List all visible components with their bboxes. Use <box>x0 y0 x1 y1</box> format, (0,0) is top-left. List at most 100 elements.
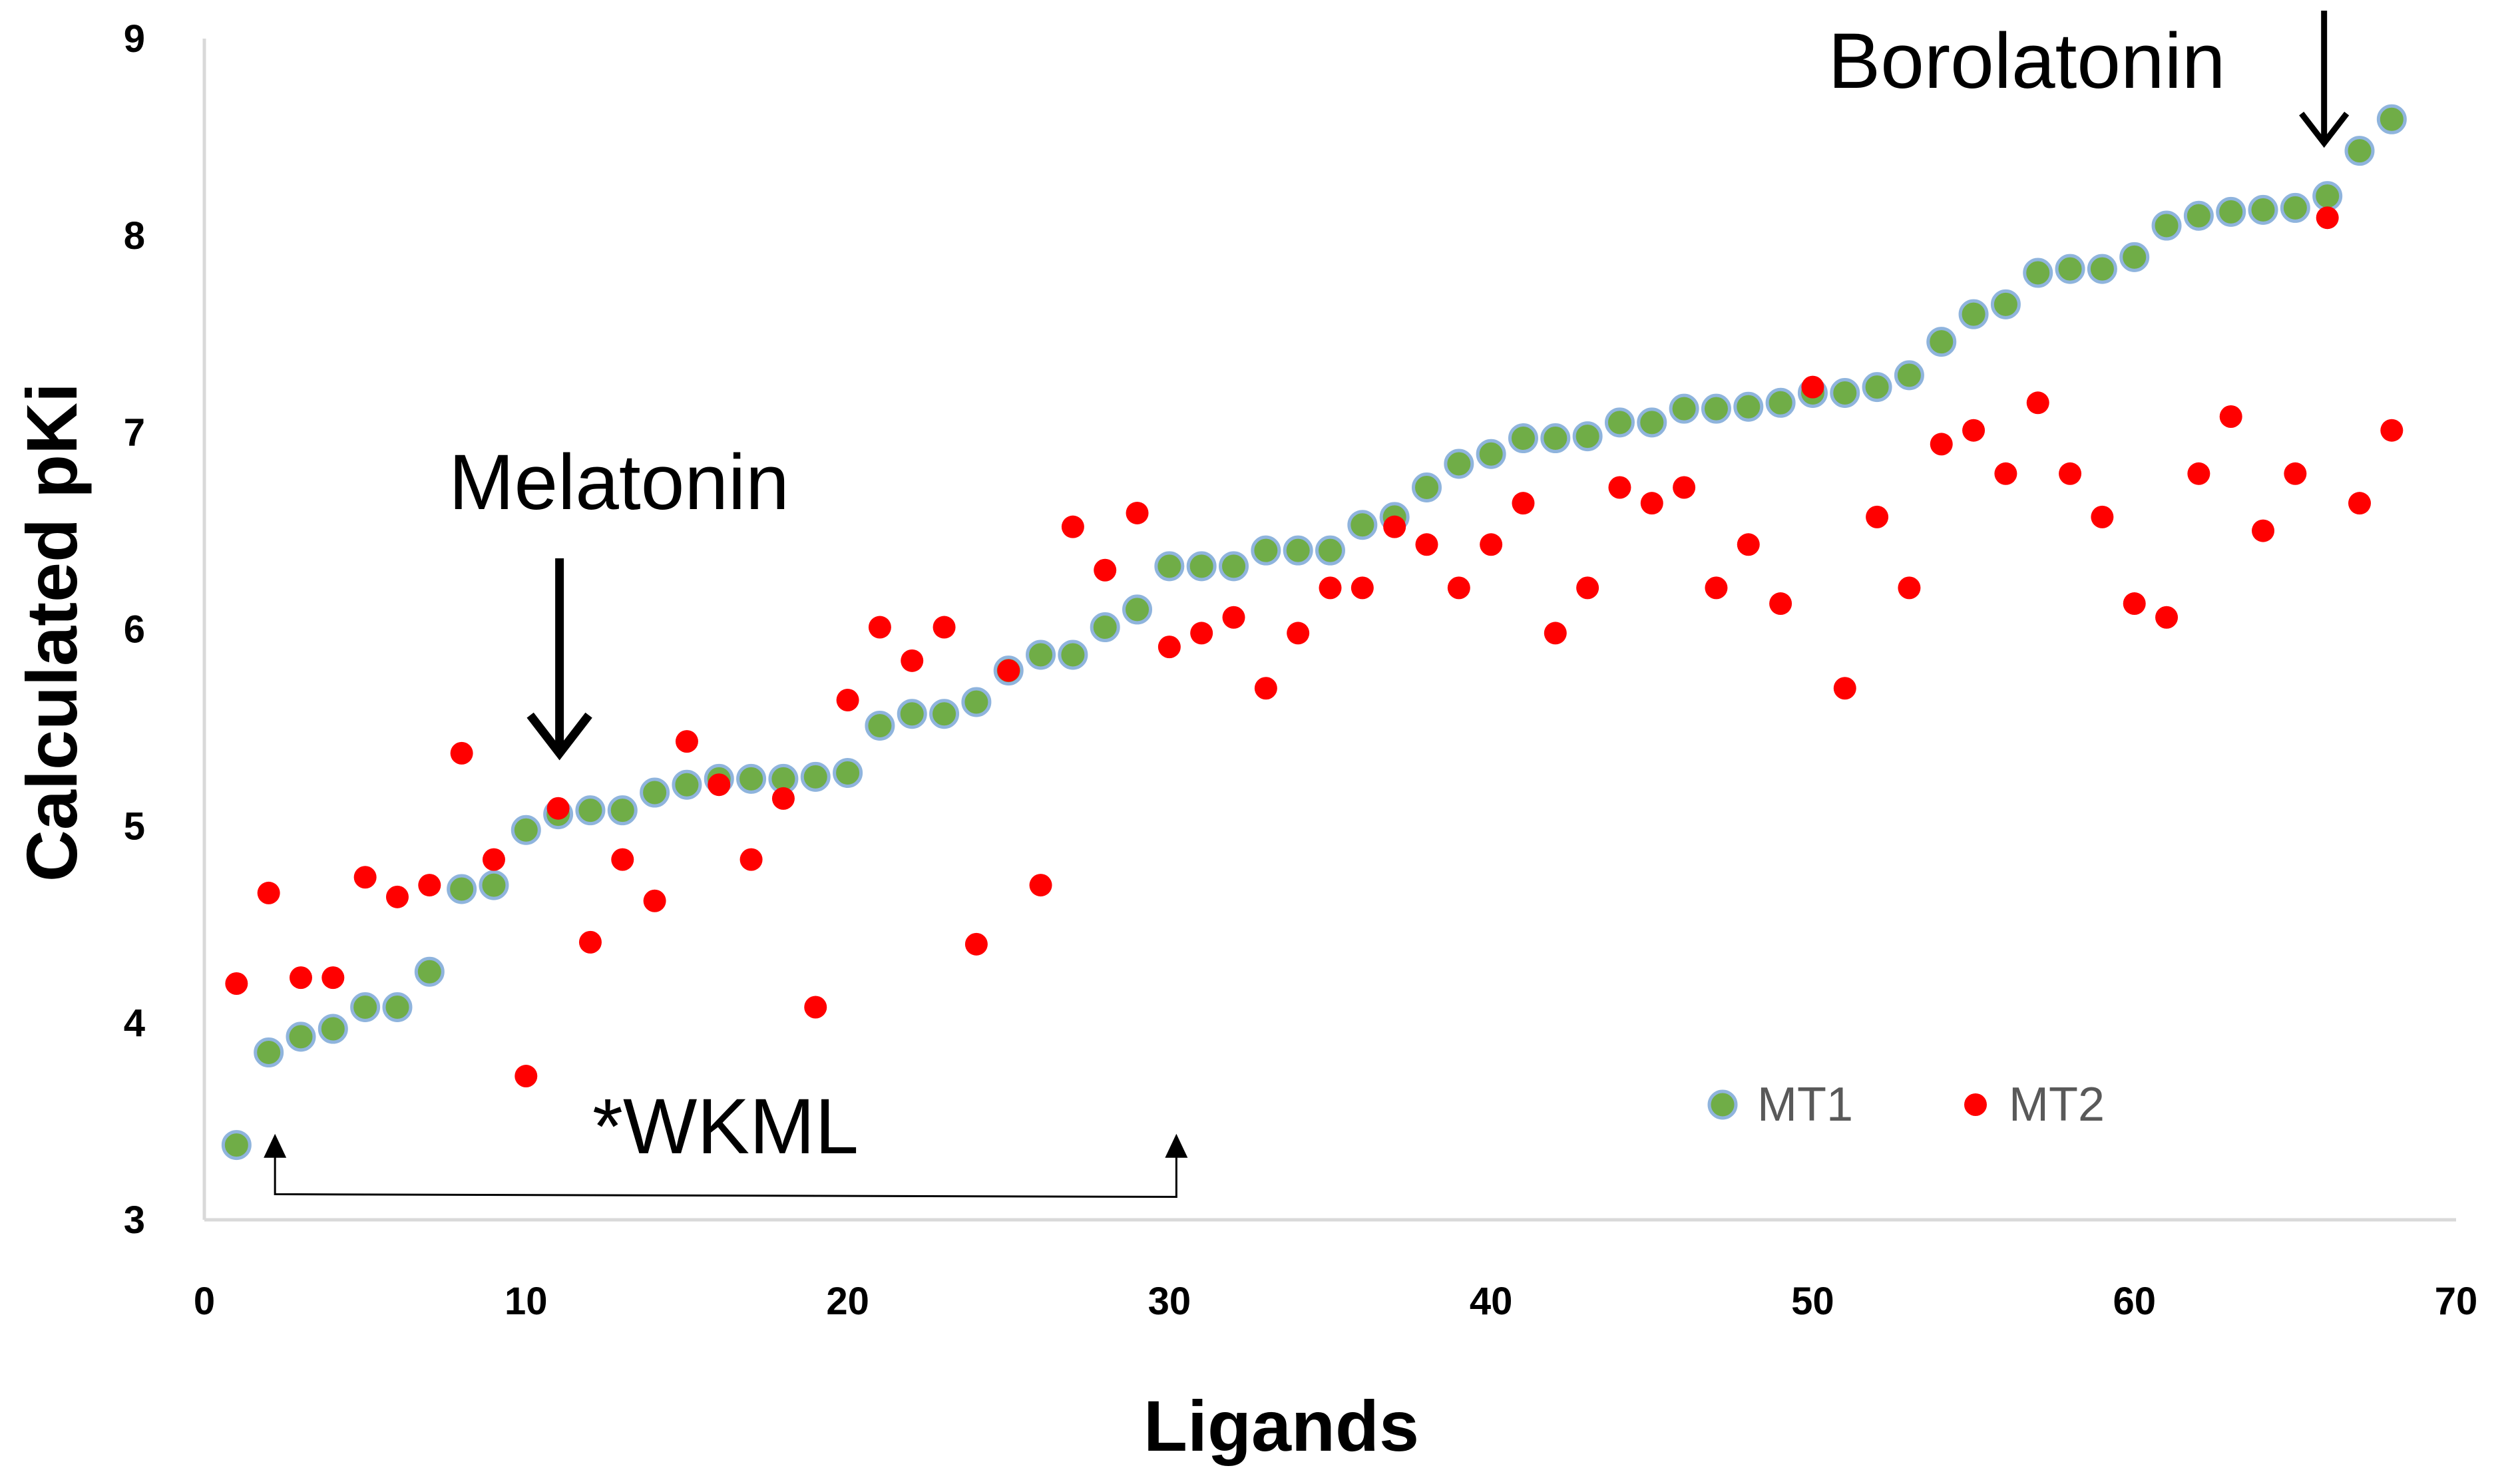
mt1-point <box>2248 194 2278 225</box>
mt1-point <box>1026 640 1056 670</box>
mt1-point <box>1347 510 1378 540</box>
mt2-point <box>708 773 731 797</box>
mt1-point <box>1476 439 1506 469</box>
mt2-point <box>1512 492 1535 515</box>
mt2-point <box>836 689 859 711</box>
mt2-point <box>289 966 312 990</box>
mt2-point <box>901 649 924 672</box>
mt2-point <box>1319 576 1342 600</box>
mt1-point <box>833 757 863 788</box>
mt2-point <box>1640 492 1663 515</box>
mt1-point <box>800 761 831 792</box>
mt2-point <box>1222 606 1245 629</box>
legend-label-mt1: MT1 <box>1757 1078 1853 1131</box>
mt1-point <box>736 763 767 794</box>
mt1-point <box>1894 360 1924 391</box>
mt1-point <box>1090 612 1120 643</box>
x-tick-label: 20 <box>826 1280 869 1323</box>
mt2-point <box>1029 874 1052 897</box>
mt1-point <box>2312 181 2343 212</box>
mt1-point <box>640 777 670 808</box>
mt2-point <box>1673 476 1696 499</box>
x-axis-title: Ligands <box>1144 1386 1419 1466</box>
y-tick-label: 9 <box>124 17 145 61</box>
mt1-point <box>1733 391 1764 422</box>
mt1-point <box>414 956 445 987</box>
x-tick-label: 10 <box>505 1280 548 1323</box>
mt2-point <box>771 787 795 810</box>
mt2-point <box>868 616 891 639</box>
mt2-point <box>1576 576 1599 600</box>
mt1-point <box>2023 258 2053 288</box>
mt1-point <box>1219 551 1249 582</box>
mt2-point <box>739 848 763 871</box>
mt1-point <box>221 1130 252 1161</box>
borolatonin-label: Borolatonin <box>1828 17 2226 105</box>
mt1-point <box>1604 407 1635 438</box>
mt2-point <box>1769 592 1792 616</box>
mt2-point <box>643 889 666 912</box>
mt2-point <box>2284 462 2307 485</box>
y-axis-title: Calculated pKi <box>11 383 92 882</box>
mt2-point <box>611 848 634 871</box>
mt1-point <box>929 699 960 729</box>
mt1-point <box>2119 242 2150 272</box>
mt2-point <box>964 932 988 956</box>
mt1-point <box>575 795 606 826</box>
mt1-point <box>1251 535 1281 566</box>
mt2-point <box>2252 519 2275 542</box>
mt1-point <box>286 1021 316 1052</box>
mt1-point <box>479 870 509 900</box>
mt2-point <box>1415 533 1438 556</box>
mt2-point <box>1705 576 1728 600</box>
mt1-point <box>1862 372 1892 403</box>
mt1-point <box>672 769 702 800</box>
mt1-point <box>1315 535 1345 566</box>
mt1-point <box>1958 299 1989 329</box>
mt2-point <box>1157 636 1181 659</box>
mt2-point <box>1608 476 1631 499</box>
mt1-point <box>350 992 381 1022</box>
mt1-point <box>961 687 992 717</box>
mt2-point <box>385 885 409 908</box>
mt2-point <box>257 881 280 904</box>
mt2-point <box>1061 515 1084 538</box>
mt2-point <box>1190 622 1213 645</box>
mt1-point <box>1186 551 1217 582</box>
mt2-point <box>418 874 441 897</box>
mt2-point <box>804 996 827 1019</box>
mt1-point <box>2344 136 2375 166</box>
mt2-point <box>2091 505 2114 528</box>
mt1-point <box>2055 254 2085 284</box>
y-tick-label: 7 <box>124 411 145 455</box>
mt1-point <box>1411 472 1442 502</box>
mt2-point <box>933 616 956 639</box>
mt2-point <box>1737 533 1760 556</box>
x-tick-label: 30 <box>1148 1280 1191 1323</box>
mt2-point <box>482 848 505 871</box>
mt1-point <box>607 795 638 826</box>
mt2-point <box>1898 576 1921 600</box>
mt1-point <box>1830 378 1860 408</box>
mt2-point <box>450 741 473 765</box>
mt2-point <box>546 797 570 820</box>
mt1-point <box>2151 210 2182 241</box>
x-tick-label: 50 <box>1791 1280 1834 1323</box>
mt1-point <box>1990 289 2021 319</box>
mt2-point <box>1930 433 1953 456</box>
y-tick-label: 8 <box>124 214 145 258</box>
melatonin-label: Melatonin <box>449 439 789 526</box>
mt2-point <box>321 966 345 990</box>
mt2-point <box>2187 462 2210 485</box>
mt1-point <box>2376 104 2407 134</box>
mt1-point <box>382 992 413 1022</box>
mt1-point <box>254 1037 284 1068</box>
mt1-point <box>865 710 895 741</box>
mt2-point <box>2059 462 2082 485</box>
mt1-point <box>511 815 541 845</box>
mt1-point <box>2280 192 2310 223</box>
mt2-point <box>1094 558 1117 582</box>
mt2-point <box>353 866 377 889</box>
mt1-point <box>1926 327 1957 357</box>
